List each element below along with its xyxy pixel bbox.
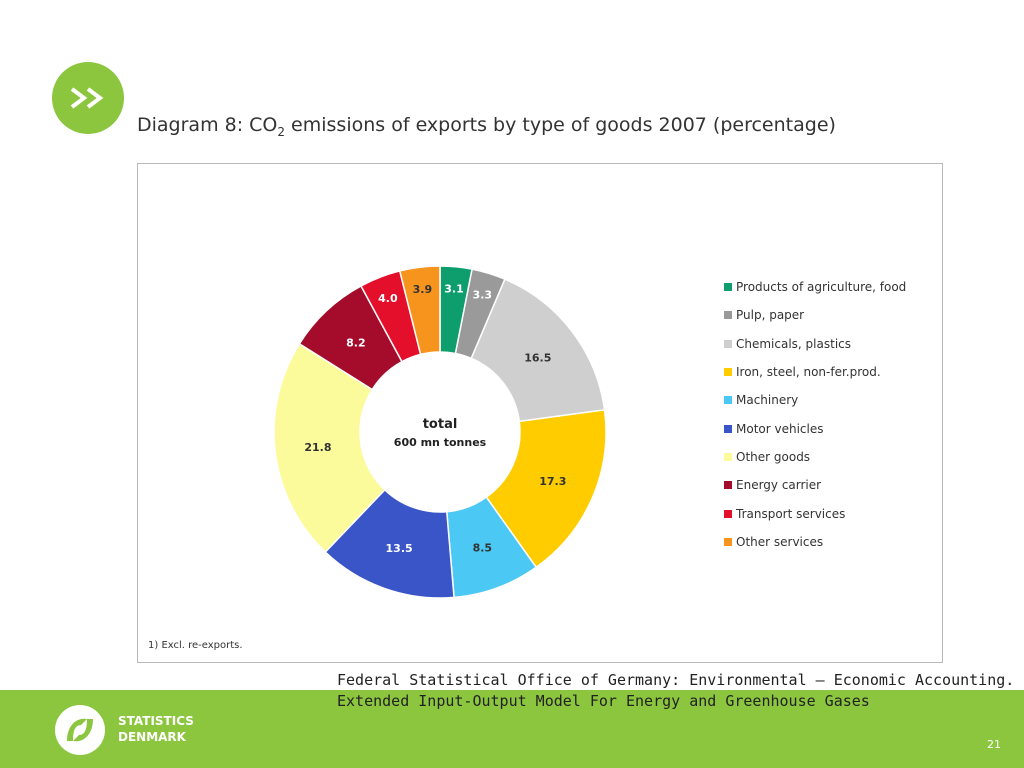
donut-slice-label: 3.9: [413, 283, 433, 296]
source-line-1: Federal Statistical Office of Germany: E…: [337, 671, 1015, 689]
legend-swatch: [724, 481, 732, 490]
slide-title: Diagram 8: CO2 emissions of exports by t…: [137, 114, 836, 139]
page-number: 21: [987, 738, 1001, 751]
center-label-total: total: [423, 417, 458, 432]
donut-chart: 3.1 3.3 16.5 17.3 8.5 13.5 21.8 8.2 4.0 3.9 total 6…: [273, 265, 607, 599]
chart-legend: Products of agriculture, food Pulp, paper…: [724, 273, 906, 556]
donut-slice: [485, 409, 607, 569]
footer-bar: STATISTICS DENMARK 21: [0, 690, 1024, 768]
donut-slice-label: 3.3: [473, 288, 493, 301]
donut-slice-label: 13.5: [386, 542, 413, 555]
legend-label: Products of agriculture, food: [736, 280, 907, 295]
legend-label: Chemicals, plastics: [736, 336, 852, 351]
legend-label: Other goods: [736, 449, 811, 464]
donut-slice-label: 17.3: [539, 475, 566, 488]
legend-swatch: [724, 396, 732, 405]
donut-slice: [273, 342, 386, 554]
legend-label: Transport services: [736, 506, 846, 521]
legend-item: Products of agriculture, food: [724, 273, 906, 301]
legend-label: Energy carrier: [736, 478, 822, 493]
donut-slice-label: 21.8: [304, 441, 331, 454]
logo-line-1: STATISTICS: [118, 714, 194, 728]
legend-item: Machinery: [724, 386, 906, 414]
legend-swatch: [724, 452, 732, 461]
legend-swatch: [724, 283, 732, 292]
legend-label: Pulp, paper: [736, 308, 805, 323]
legend-label: Iron, steel, non-fer.prod.: [736, 365, 881, 380]
source-line-2: Extended Input-Output Model For Energy a…: [337, 692, 870, 710]
legend-label: Other services: [736, 534, 824, 549]
legend-swatch: [724, 537, 732, 546]
legend-item: Motor vehicles: [724, 414, 906, 442]
donut-slice-label: 8.2: [346, 336, 366, 349]
legend-swatch: [724, 509, 732, 518]
logo-wordmark: STATISTICS DENMARK: [118, 713, 194, 745]
donut-slice-label: 8.5: [473, 541, 493, 554]
statistics-denmark-logo-icon: [55, 705, 105, 755]
legend-swatch: [724, 311, 732, 320]
donut-slice-label: 4.0: [378, 292, 398, 305]
legend-label: Motor vehicles: [736, 421, 824, 436]
legend-item: Chemicals, plastics: [724, 330, 906, 358]
double-chevron-right-icon: [52, 62, 124, 134]
chart-frame: 3.1 3.3 16.5 17.3 8.5 13.5 21.8 8.2 4.0 3.9 total 6…: [137, 163, 943, 663]
legend-item: Pulp, paper: [724, 301, 906, 329]
legend-item: Transport services: [724, 499, 906, 527]
donut-slice-label: 16.5: [524, 351, 551, 364]
logo-line-2: DENMARK: [118, 730, 186, 744]
legend-label: Machinery: [736, 393, 799, 408]
legend-swatch: [724, 424, 732, 433]
legend-item: Other goods: [724, 443, 906, 471]
center-label-amount: 600 mn tonnes: [394, 436, 487, 449]
legend-swatch: [724, 368, 732, 377]
donut-slice-label: 3.1: [444, 283, 464, 296]
donut-slice: [398, 265, 441, 356]
legend-item: Other services: [724, 528, 906, 556]
legend-swatch: [724, 339, 732, 348]
source-citation: Federal Statistical Office of Germany: E…: [337, 670, 1014, 712]
legend-item: Energy carrier: [724, 471, 906, 499]
legend-item: Iron, steel, non-fer.prod.: [724, 358, 906, 386]
donut-slice: [470, 278, 606, 423]
chart-footnote: 1) Excl. re-exports.: [148, 640, 243, 651]
